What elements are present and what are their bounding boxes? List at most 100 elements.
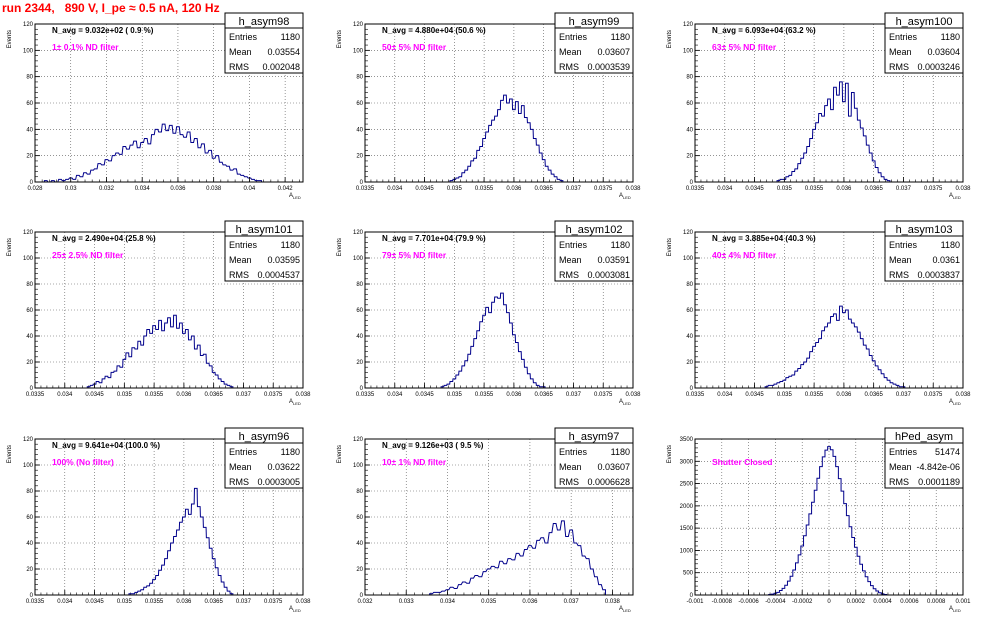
x-tick-label: 0.0345 (745, 186, 764, 192)
x-tick-label: 0.0345 (745, 392, 764, 398)
run-title: run 2344, 890 V, I_pe ≈ 0.5 nA, 120 Hz (2, 1, 220, 15)
y-axis-label: Events (7, 445, 13, 463)
y-tick-label: 0 (360, 386, 364, 392)
x-tick-label: -0.0006 (738, 599, 759, 605)
x-tick-label: 0.0375 (924, 392, 943, 398)
filter-label: 63± 5% ND filter (712, 42, 777, 52)
filter-label: 25± 2.5% ND filter (52, 250, 124, 260)
x-tick-label: -0.0008 (712, 599, 733, 605)
stats-value-mean: 0.03607 (597, 47, 630, 57)
y-tick-label: 120 (23, 22, 34, 28)
x-tick-label: 0.035 (481, 599, 497, 605)
y-tick-label: 80 (26, 75, 33, 81)
y-tick-label: 80 (686, 282, 693, 288)
x-tick-label: 0.0335 (26, 392, 45, 398)
x-axis-label: ALED (289, 193, 301, 200)
y-tick-label: 120 (353, 437, 364, 443)
stats-title: h_asym103 (896, 224, 953, 236)
y-tick-label: 120 (683, 230, 694, 236)
x-tick-label: 0.0345 (415, 186, 434, 192)
histogram-line (776, 81, 891, 182)
x-tick-label: 0.0002 (847, 599, 866, 605)
histogram-panel-h_asym97: 0.032 0.033 0.034 0.035 0.036 0.037 0.038 0 20 40… (337, 427, 634, 613)
y-tick-label: 20 (686, 360, 693, 366)
y-tick-label: 3000 (680, 459, 694, 465)
stats-value-rms: 0.0004537 (257, 270, 300, 280)
stats-box (554, 427, 634, 489)
x-tick-label: 0.032 (99, 186, 115, 192)
y-tick-label: 80 (26, 282, 33, 288)
x-tick-label: 0.0004 (873, 599, 892, 605)
stats-key-mean: Mean (229, 255, 252, 265)
stats-key-rms: RMS (229, 62, 249, 72)
x-tick-label: 0.035 (777, 186, 793, 192)
x-tick-label: 0.0335 (356, 392, 375, 398)
stats-key-entries: Entries (889, 447, 918, 457)
stats-title: h_asym96 (239, 431, 290, 443)
stats-key-mean: Mean (229, 47, 252, 57)
y-tick-label: 20 (356, 567, 363, 573)
y-axis-label: Events (667, 445, 673, 463)
x-tick-label: 0.038 (295, 392, 311, 398)
stats-value-entries: 1180 (281, 32, 300, 42)
stats-value-mean: 0.0361 (932, 255, 960, 265)
x-tick-label: 0.035 (117, 392, 133, 398)
x-tick-label: 0.0345 (85, 599, 104, 605)
stats-key-mean: Mean (559, 462, 582, 472)
stats-key-rms: RMS (559, 477, 579, 487)
stats-value-rms: 0.0003246 (917, 62, 960, 72)
histogram-panel-hPed_asym: -0.001 -0.0008 -0.0006 -0.0004 -0.0002 0 0.000… (667, 427, 971, 613)
navg-label: N_avg = 9.126e+03 ( 9.5 %) (382, 441, 484, 450)
y-tick-label: 80 (26, 489, 33, 495)
x-tick-label: 0.036 (506, 392, 522, 398)
y-tick-label: 0 (30, 593, 34, 599)
x-tick-label: 0.036 (836, 186, 852, 192)
stats-key-entries: Entries (229, 447, 258, 457)
navg-label: N_avg = 3.885e+04 (40.3 %) (712, 234, 816, 243)
navg-label: N_avg = 2.490e+04 (25.8 %) (52, 234, 156, 243)
x-tick-label: 0.038 (206, 186, 222, 192)
y-tick-label: 120 (683, 22, 694, 28)
histogram-line (128, 487, 234, 595)
x-tick-label: 0.038 (955, 186, 971, 192)
x-tick-label: 0.036 (176, 392, 192, 398)
x-tick-label: 0.0335 (686, 392, 705, 398)
y-tick-label: 60 (686, 101, 693, 107)
stats-value-entries: 1180 (941, 32, 960, 42)
x-tick-label: 0.034 (387, 186, 403, 192)
filter-label: 79± 5% ND filter (382, 250, 447, 260)
y-tick-label: 60 (356, 308, 363, 314)
stats-box (224, 12, 304, 74)
y-axis-label: Events (667, 238, 673, 256)
navg-label: N_avg = 6.093e+04 (63.2 %) (712, 26, 816, 35)
navg-label: N_avg = 9.641e+04 (100.0 %) (52, 441, 160, 450)
stats-key-mean: Mean (559, 255, 582, 265)
x-tick-label: 0.0335 (686, 186, 705, 192)
stats-key-rms: RMS (559, 270, 579, 280)
x-tick-label: 0.0375 (594, 392, 613, 398)
stats-value-mean: 0.03554 (267, 47, 300, 57)
y-axis-label: Events (7, 238, 13, 256)
y-tick-label: 40 (26, 541, 33, 547)
x-axis-label: ALED (619, 399, 631, 406)
stats-value-entries: 1180 (941, 240, 960, 250)
y-tick-label: 0 (360, 180, 364, 186)
histogram-line (43, 123, 262, 183)
x-tick-label: 0.0375 (264, 392, 283, 398)
histogram-panel-h_asym100: 0.0335 0.034 0.0345 0.035 0.0355 0.036 0.0365 0… (667, 12, 971, 200)
x-tick-label: 0.0375 (264, 599, 283, 605)
filter-label: Shutter Closed (712, 457, 772, 467)
x-tick-label: 0.038 (955, 392, 971, 398)
stats-title: h_asym100 (896, 16, 953, 28)
x-tick-label: 0.037 (236, 392, 252, 398)
y-tick-label: 100 (23, 463, 34, 469)
histogram-line (429, 520, 606, 595)
y-tick-label: 20 (26, 360, 33, 366)
stats-key-rms: RMS (889, 270, 909, 280)
x-tick-label: 0.0365 (204, 392, 223, 398)
stats-key-entries: Entries (559, 447, 588, 457)
stats-value-rms: 0.0006628 (587, 477, 630, 487)
stats-key-rms: RMS (559, 62, 579, 72)
x-tick-label: 0.038 (295, 599, 311, 605)
y-tick-label: 60 (686, 308, 693, 314)
